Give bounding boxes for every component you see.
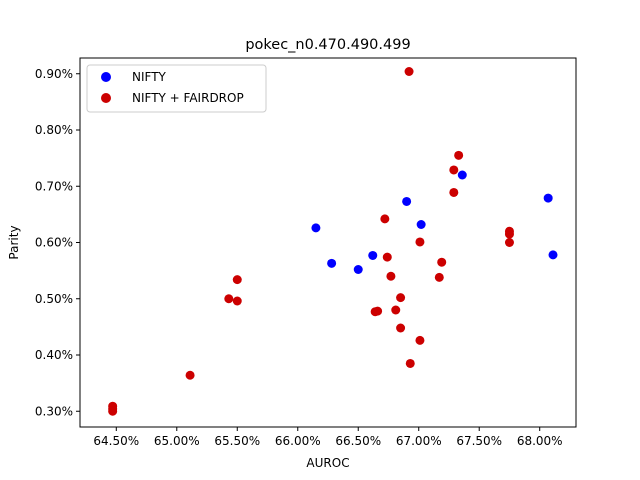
legend-marker-nifty <box>101 72 111 82</box>
nifty-fairdrop-point <box>454 150 464 160</box>
nifty-fairdrop-point <box>434 272 444 282</box>
nifty-fairdrop-point <box>449 165 459 175</box>
legend-box <box>86 64 267 113</box>
x-tick-label: 68.00% <box>517 434 563 448</box>
nifty-fairdrop-point <box>449 187 459 197</box>
legend: NIFTY NIFTY + FAIRDROP <box>86 64 267 113</box>
nifty-fairdrop-point <box>391 305 401 315</box>
nifty-fairdrop-point <box>415 237 425 247</box>
nifty-point <box>402 196 412 206</box>
legend-label-nifty: NIFTY <box>132 70 167 84</box>
y-tick-label: 0.80% <box>35 123 73 137</box>
chart-title: pokec_n0.470.490.499 <box>245 37 410 53</box>
nifty-fairdrop-point <box>232 275 242 285</box>
x-tick-label: 67.00% <box>396 434 442 448</box>
nifty-fairdrop-point <box>396 323 406 333</box>
nifty-fairdrop-point <box>396 293 406 303</box>
y-tick-label: 0.70% <box>35 179 73 193</box>
data-points <box>108 67 558 416</box>
plot-area <box>79 57 577 428</box>
y-tick-label: 0.50% <box>35 292 73 306</box>
nifty-fairdrop-point <box>380 214 390 224</box>
nifty-point <box>353 265 363 274</box>
nifty-point <box>416 220 426 229</box>
nifty-fairdrop-point <box>185 370 195 380</box>
nifty-fairdrop-point <box>382 252 392 262</box>
x-axis-label: AUROC <box>306 456 349 470</box>
nifty-point <box>548 250 558 260</box>
nifty-point <box>311 223 321 233</box>
nifty-fairdrop-point <box>373 306 383 316</box>
nifty-fairdrop-point <box>386 271 396 281</box>
y-axis: 0.30% 0.40% 0.50% 0.60% 0.70% 0.80% 0.90% <box>35 67 80 418</box>
legend-label-nifty-fairdrop: NIFTY + FAIRDROP <box>132 91 244 105</box>
nifty-fairdrop-point <box>415 335 425 345</box>
x-tick-label: 64.50% <box>93 434 139 448</box>
x-tick-label: 65.00% <box>154 434 200 448</box>
x-tick-label: 66.50% <box>335 434 381 448</box>
nifty-fairdrop-point <box>404 67 414 76</box>
x-tick-label: 67.50% <box>456 434 502 448</box>
nifty-fairdrop-point <box>504 229 514 239</box>
x-tick-label: 66.00% <box>275 434 321 448</box>
nifty-fairdrop-point <box>224 294 234 304</box>
nifty-fairdrop-point <box>437 257 447 267</box>
nifty-fairdrop-point <box>232 296 242 306</box>
nifty-point <box>457 170 467 180</box>
x-axis: 64.50% 65.00% 65.50% 66.00% 66.50% 67.00% 67.5… <box>93 427 563 448</box>
nifty-fairdrop-point <box>504 238 514 247</box>
nifty-fairdrop-point <box>405 358 415 368</box>
legend-marker-nifty-fairdrop <box>101 93 111 103</box>
nifty-point <box>543 193 553 203</box>
x-tick-label: 65.50% <box>214 434 260 448</box>
y-tick-label: 0.40% <box>35 348 73 362</box>
y-tick-label: 0.90% <box>35 67 73 81</box>
nifty-fairdrop-point <box>108 406 118 416</box>
y-tick-label: 0.60% <box>35 236 73 250</box>
nifty-point <box>368 250 378 260</box>
nifty-point <box>327 258 337 268</box>
y-axis-label: Parity <box>7 225 21 259</box>
y-tick-label: 0.30% <box>35 404 73 418</box>
